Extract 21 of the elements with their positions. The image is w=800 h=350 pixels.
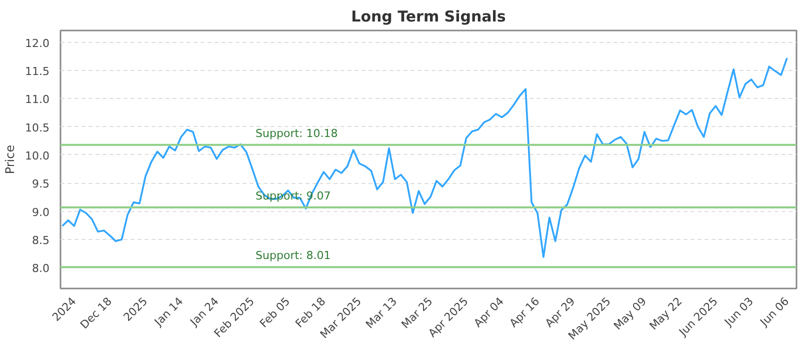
- chart-title: Long Term Signals: [351, 8, 506, 26]
- y-tick-label: 12.0: [25, 36, 50, 50]
- y-tick-label: 11.0: [25, 93, 50, 106]
- x-tick-label: Jan 14: [151, 294, 186, 330]
- y-axis-title: Price: [3, 144, 18, 174]
- ref-line-label: Support: 10.18: [256, 126, 338, 140]
- y-tick-label: 8.5: [32, 234, 50, 247]
- y-tick-label: 9.5: [32, 178, 50, 191]
- x-tick-label: Jun 03: [722, 294, 756, 330]
- y-tick-label: 11.5: [25, 64, 50, 78]
- x-tick-label: Mar 13: [363, 294, 400, 332]
- y-tick-label: 10.0: [25, 149, 50, 162]
- ref-line-label: Support: 8.01: [256, 249, 331, 262]
- x-tick-label: Apr 16: [507, 294, 542, 330]
- x-tick-label: Apr 04: [471, 294, 506, 330]
- y-tick-label: 10.5: [25, 121, 50, 134]
- y-tick-label: 9.0: [32, 206, 50, 219]
- x-tick-label: Jun 06: [757, 294, 792, 330]
- x-tick-label: Dec 18: [78, 294, 114, 332]
- x-tick-label: Feb 05: [257, 294, 293, 330]
- y-tick-label: 8.0: [32, 262, 50, 276]
